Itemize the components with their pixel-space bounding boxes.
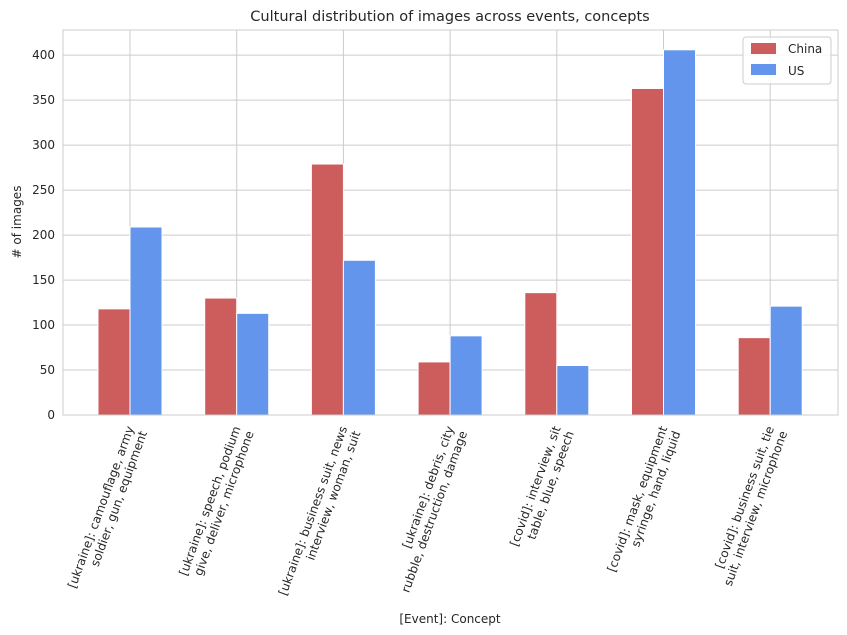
y-tick-label: 100	[32, 318, 55, 332]
y-tick-label: 300	[32, 138, 55, 152]
bar-china	[631, 87, 664, 416]
bars	[97, 49, 803, 416]
bar-us	[556, 365, 590, 416]
bar-china	[417, 361, 451, 416]
y-tick-label: 50	[40, 363, 55, 377]
bar-us	[769, 305, 803, 416]
legend-swatch-china	[751, 43, 776, 54]
bar-china	[204, 297, 238, 416]
bar-china	[310, 163, 344, 416]
bar-us	[236, 312, 270, 416]
y-tick-label: 0	[47, 408, 55, 422]
y-tick-label: 350	[32, 93, 55, 107]
bar-us	[342, 259, 376, 416]
bar-us	[129, 226, 163, 416]
x-axis-label: [Event]: Concept	[399, 612, 501, 626]
bar-china	[97, 308, 131, 416]
bar-china	[737, 337, 771, 416]
y-tick-label: 150	[32, 273, 55, 287]
legend-label-us: US	[788, 64, 804, 78]
plot-frame	[62, 29, 839, 416]
y-axis-ticks: 0 50 100 150 200 250 300 350 400	[32, 48, 55, 422]
bar-us	[449, 335, 483, 416]
bar-china	[524, 292, 558, 416]
y-tick-label: 200	[32, 228, 55, 242]
y-tick-label: 250	[32, 183, 55, 197]
chart-title: Cultural distribution of images across e…	[250, 9, 649, 25]
y-axis-label: # of images	[10, 186, 24, 259]
legend-label-china: China	[788, 42, 822, 56]
legend: China US	[742, 36, 832, 85]
bar-us	[663, 49, 696, 416]
y-tick-label: 400	[32, 48, 55, 62]
legend-swatch-us	[751, 64, 776, 75]
